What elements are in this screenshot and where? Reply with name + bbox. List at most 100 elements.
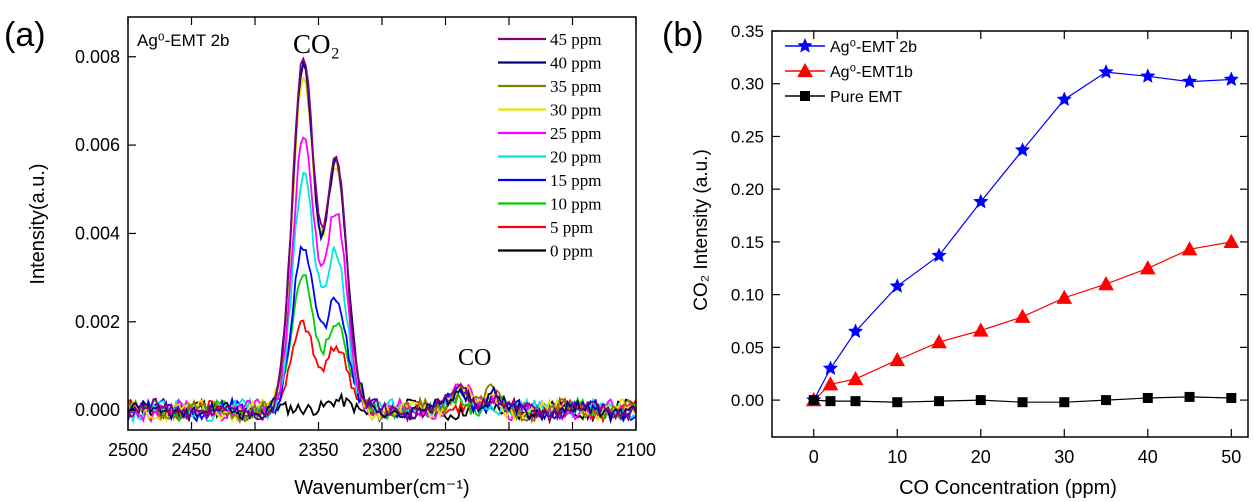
- panel-b-data-point: [850, 396, 861, 407]
- panel-b-data-point: [931, 334, 947, 349]
- panel-a-x-tick-label: 2250: [425, 440, 465, 460]
- panel-a-y-tick-label: 0.008: [75, 47, 120, 67]
- panel-a-x-tick-label: 2300: [362, 440, 402, 460]
- panel-b-data-point: [1056, 91, 1073, 107]
- panel-b-data-point: [889, 278, 906, 293]
- panel-a-legend-label: 45 ppm: [550, 30, 601, 49]
- panel-a-legend-label: 20 ppm: [550, 148, 601, 167]
- panel-b-data-point: [1056, 289, 1073, 304]
- panel-a-sample-annotation: Ag⁰-EMT 2b: [137, 31, 229, 50]
- panel-a-legend-label: 35 ppm: [550, 77, 601, 96]
- panel-a-series-line: [127, 56, 637, 425]
- panel-b-data-point: [1101, 395, 1112, 406]
- panel-b-data-point: [1181, 241, 1198, 256]
- panel-b-legend: Ag⁰-EMT 2b Ag⁰-EMT1b Pure EMT: [785, 37, 917, 106]
- panel-b-data-point: [1223, 71, 1240, 87]
- panel-b-series-line: [813, 71, 1232, 401]
- panel-b-x-tick-label: 20: [971, 447, 991, 467]
- panel-b-data-point: [1223, 233, 1240, 249]
- panel-b-data-point: [1184, 391, 1195, 402]
- panel-b-data-point: [1059, 397, 1070, 408]
- panel-b-data-point: [1017, 397, 1028, 408]
- panel-b-data-point: [889, 351, 906, 367]
- panel-b-data-point: [1142, 392, 1153, 403]
- panel-a-legend-label: 25 ppm: [550, 124, 601, 143]
- panel-a-x-tick-label: 2350: [298, 440, 338, 460]
- panel-b-data-point: [934, 396, 945, 407]
- panel-b-data-point: [972, 322, 989, 337]
- panel-a-x-tick-label: 2100: [616, 440, 656, 460]
- panel-a-x-tick-label: 2150: [552, 440, 592, 460]
- panel-a-y-tick-label: 0.004: [75, 223, 120, 243]
- panel-a-x-tick-label: 2450: [171, 440, 211, 460]
- panel-b-legend-marker: [800, 91, 810, 101]
- panel-b-data-point: [847, 370, 864, 386]
- panel-b-data-point: [931, 247, 947, 263]
- panel-b-data-point: [1014, 142, 1031, 157]
- panel-b-y-tick-label: 0.35: [731, 22, 764, 41]
- panel-b-data-point: [822, 376, 839, 391]
- panel-a-x-tick-label: 2400: [235, 440, 275, 460]
- panel-b-legend-label: Ag⁰-EMT1b: [830, 64, 913, 81]
- panel-a-spectrum-chart: (a) 2500 2450 2400 2350 2300 2250 2200 2150 2100…: [4, 16, 656, 499]
- panel-b-data-point: [892, 397, 903, 408]
- panel-b-data-point: [975, 395, 986, 406]
- panel-b-label: (b): [662, 16, 704, 54]
- panel-b-data-point: [1139, 260, 1156, 275]
- panel-b-data-point: [822, 360, 839, 376]
- panel-a-series-line: [127, 244, 637, 423]
- panel-b-y-tick-label: 0.20: [731, 180, 764, 199]
- panel-b-data-point: [808, 395, 819, 406]
- panel-b-y-tick-label: 0.10: [731, 286, 764, 305]
- panel-b-x-tick-label: 40: [1138, 447, 1158, 467]
- panel-a-axes: 2500 2450 2400 2350 2300 2250 2200 2150 2100 0.00…: [75, 17, 656, 460]
- panel-b-legend-marker: [797, 62, 813, 78]
- panel-a-y-axis-label: Intensity(a.u.): [27, 163, 49, 284]
- panel-b-axes: 0 10 20 30 40 50 0.00 0.05 0.10 0.15 0.20 0.25 0.30 0…: [731, 22, 1248, 467]
- panel-b-plot-area: [805, 63, 1240, 408]
- panel-b-y-axis-label: CO₂ Intensity (a.u.): [691, 149, 712, 311]
- panel-b-y-tick-label: 0.15: [731, 233, 764, 252]
- panel-b-x-tick-label: 50: [1221, 447, 1241, 467]
- panel-a-legend-label: 0 ppm: [550, 242, 593, 261]
- panel-a-legend: 45 ppm 40 ppm 35 ppm 30 ppm 25 ppm 20 ppm 15 p…: [498, 30, 601, 261]
- panel-a-label: (a): [4, 16, 46, 54]
- panel-b-y-tick-label: 0.05: [731, 338, 764, 357]
- panel-a-y-tick-label: 0.002: [75, 312, 120, 332]
- panel-b-data-point: [1014, 308, 1031, 323]
- panel-a-y-tick-label: 0.006: [75, 135, 120, 155]
- panel-a-co-annotation: CO: [458, 345, 491, 371]
- panel-a-legend-label: 5 ppm: [550, 218, 593, 237]
- panel-b-x-tick-label: 10: [887, 447, 907, 467]
- panel-a-x-tick-label: 2200: [489, 440, 529, 460]
- panel-b-data-point: [1140, 68, 1156, 83]
- panel-b-legend-label: Pure EMT: [830, 89, 902, 106]
- panel-b-x-axis-label: CO Concentration (ppm): [899, 477, 1117, 499]
- panel-b-y-tick-label: 0.30: [731, 75, 764, 94]
- panel-b-x-tick-label: 30: [1054, 447, 1074, 467]
- panel-b-data-point: [972, 193, 989, 209]
- panel-b-data-point: [1098, 276, 1114, 291]
- panel-a-co2-annotation: CO₂: [293, 29, 340, 59]
- panel-b-concentration-chart: (b) 0 10 20 30 40 500.000.050.100.150.200.250…: [662, 16, 1249, 499]
- panel-b-x-tick-label: 0: [809, 447, 819, 467]
- panel-b-data-point: [1181, 73, 1198, 89]
- panel-b-legend-marker: [797, 37, 813, 53]
- panel-a-legend-label: 30 ppm: [550, 101, 601, 120]
- panel-b-data-point: [847, 323, 864, 339]
- panel-b-data-point: [1226, 392, 1237, 403]
- panel-a-x-tick-label: 2500: [108, 440, 148, 460]
- panel-b-frame: [771, 30, 1249, 438]
- panel-b-legend-label: Ag⁰-EMT 2b: [830, 39, 917, 56]
- panel-a-plot-area: [127, 56, 637, 425]
- panel-a-legend-label: 40 ppm: [550, 54, 601, 73]
- panel-b-data-point: [825, 396, 836, 407]
- panel-a-y-tick-label: 0.000: [75, 400, 120, 420]
- panel-b-data-point: [1098, 63, 1114, 79]
- panel-a-legend-label: 10 ppm: [550, 195, 601, 214]
- panel-b-y-tick-label: 0.00: [731, 391, 764, 410]
- panel-a-legend-label: 15 ppm: [550, 171, 601, 190]
- panel-b-y-tick-label: 0.25: [731, 127, 764, 146]
- panel-a-x-axis-label: Wavenumber(cm⁻¹): [294, 477, 469, 499]
